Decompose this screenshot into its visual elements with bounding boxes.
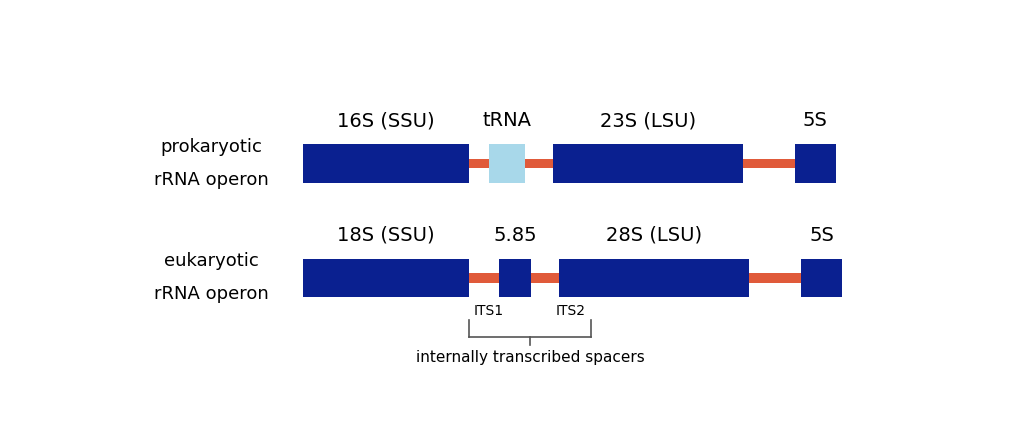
- Bar: [303, 259, 469, 297]
- Text: 18S (SSU): 18S (SSU): [337, 225, 435, 245]
- Bar: [559, 259, 750, 297]
- Bar: [553, 144, 743, 183]
- Text: ITS2: ITS2: [556, 304, 586, 318]
- Text: prokaryotic: prokaryotic: [161, 138, 262, 156]
- Bar: [303, 159, 836, 168]
- Text: ITS1: ITS1: [474, 304, 504, 318]
- Text: internally transcribed spacers: internally transcribed spacers: [416, 350, 644, 365]
- Text: rRNA operon: rRNA operon: [154, 285, 268, 303]
- Text: 28S (LSU): 28S (LSU): [606, 225, 702, 245]
- Text: tRNA: tRNA: [483, 111, 531, 130]
- Text: eukaryotic: eukaryotic: [164, 253, 259, 271]
- Bar: [303, 144, 469, 183]
- Text: 16S (SSU): 16S (SSU): [337, 111, 435, 130]
- Bar: [801, 259, 842, 297]
- Text: 5S: 5S: [809, 225, 834, 245]
- Bar: [303, 273, 842, 283]
- Text: 5S: 5S: [803, 111, 827, 130]
- Text: rRNA operon: rRNA operon: [154, 171, 268, 189]
- Bar: [500, 259, 531, 297]
- Bar: [489, 144, 524, 183]
- Text: 5.85: 5.85: [494, 225, 538, 245]
- Bar: [795, 144, 836, 183]
- Text: 23S (LSU): 23S (LSU): [600, 111, 696, 130]
